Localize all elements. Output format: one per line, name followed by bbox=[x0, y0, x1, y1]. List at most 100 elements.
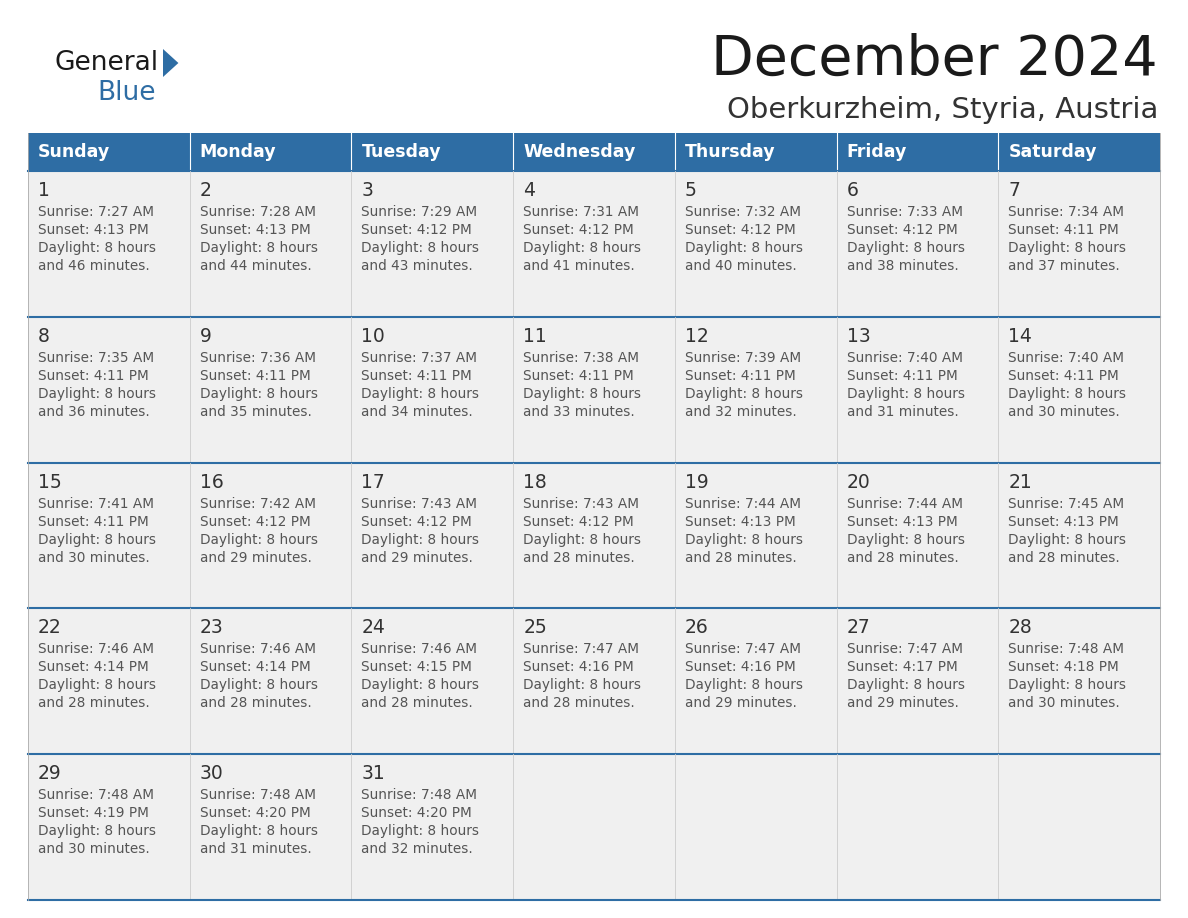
Text: 31: 31 bbox=[361, 764, 385, 783]
Text: Sunrise: 7:46 AM: Sunrise: 7:46 AM bbox=[361, 643, 478, 656]
Text: Daylight: 8 hours: Daylight: 8 hours bbox=[200, 532, 317, 546]
Text: and 30 minutes.: and 30 minutes. bbox=[38, 842, 150, 856]
Bar bbox=[29, 463, 1159, 609]
Text: Daylight: 8 hours: Daylight: 8 hours bbox=[847, 678, 965, 692]
Bar bbox=[29, 609, 1159, 755]
Text: Sunset: 4:11 PM: Sunset: 4:11 PM bbox=[38, 369, 148, 383]
Text: Sunrise: 7:46 AM: Sunrise: 7:46 AM bbox=[200, 643, 316, 656]
Text: and 28 minutes.: and 28 minutes. bbox=[523, 697, 634, 711]
Text: and 29 minutes.: and 29 minutes. bbox=[684, 697, 797, 711]
Text: 11: 11 bbox=[523, 327, 546, 346]
Text: Daylight: 8 hours: Daylight: 8 hours bbox=[361, 532, 480, 546]
Text: and 41 minutes.: and 41 minutes. bbox=[523, 259, 634, 273]
Text: Sunset: 4:11 PM: Sunset: 4:11 PM bbox=[1009, 369, 1119, 383]
Text: Sunset: 4:20 PM: Sunset: 4:20 PM bbox=[361, 806, 472, 820]
Text: and 29 minutes.: and 29 minutes. bbox=[361, 551, 473, 565]
Text: Sunrise: 7:47 AM: Sunrise: 7:47 AM bbox=[847, 643, 962, 656]
Text: and 28 minutes.: and 28 minutes. bbox=[523, 551, 634, 565]
Text: and 46 minutes.: and 46 minutes. bbox=[38, 259, 150, 273]
Text: 1: 1 bbox=[38, 181, 50, 200]
Text: Sunrise: 7:45 AM: Sunrise: 7:45 AM bbox=[1009, 497, 1124, 510]
Text: Sunset: 4:12 PM: Sunset: 4:12 PM bbox=[361, 223, 472, 237]
Bar bbox=[190, 133, 352, 171]
Text: Daylight: 8 hours: Daylight: 8 hours bbox=[684, 532, 803, 546]
Text: Sunrise: 7:42 AM: Sunrise: 7:42 AM bbox=[200, 497, 316, 510]
Text: Daylight: 8 hours: Daylight: 8 hours bbox=[200, 824, 317, 838]
Text: Sunset: 4:11 PM: Sunset: 4:11 PM bbox=[684, 369, 796, 383]
Bar bbox=[29, 133, 190, 171]
Text: and 30 minutes.: and 30 minutes. bbox=[38, 551, 150, 565]
Bar bbox=[513, 133, 675, 171]
Text: Daylight: 8 hours: Daylight: 8 hours bbox=[38, 386, 156, 401]
Text: Daylight: 8 hours: Daylight: 8 hours bbox=[200, 386, 317, 401]
Text: 8: 8 bbox=[38, 327, 50, 346]
Text: 15: 15 bbox=[38, 473, 62, 492]
Text: Daylight: 8 hours: Daylight: 8 hours bbox=[38, 824, 156, 838]
Text: Sunrise: 7:33 AM: Sunrise: 7:33 AM bbox=[847, 205, 962, 219]
Text: and 43 minutes.: and 43 minutes. bbox=[361, 259, 473, 273]
Text: Wednesday: Wednesday bbox=[523, 143, 636, 161]
Text: and 34 minutes.: and 34 minutes. bbox=[361, 405, 473, 419]
Text: and 38 minutes.: and 38 minutes. bbox=[847, 259, 959, 273]
Text: Sunset: 4:14 PM: Sunset: 4:14 PM bbox=[200, 660, 310, 675]
Text: Daylight: 8 hours: Daylight: 8 hours bbox=[684, 241, 803, 255]
Text: Daylight: 8 hours: Daylight: 8 hours bbox=[847, 241, 965, 255]
Text: Sunset: 4:16 PM: Sunset: 4:16 PM bbox=[684, 660, 796, 675]
Text: Sunrise: 7:47 AM: Sunrise: 7:47 AM bbox=[523, 643, 639, 656]
Text: 27: 27 bbox=[847, 619, 871, 637]
Text: Daylight: 8 hours: Daylight: 8 hours bbox=[523, 678, 642, 692]
Text: Sunrise: 7:32 AM: Sunrise: 7:32 AM bbox=[684, 205, 801, 219]
Text: and 30 minutes.: and 30 minutes. bbox=[1009, 405, 1120, 419]
Text: Daylight: 8 hours: Daylight: 8 hours bbox=[361, 678, 480, 692]
Bar bbox=[675, 133, 836, 171]
Text: Sunset: 4:12 PM: Sunset: 4:12 PM bbox=[523, 515, 634, 529]
Text: Sunrise: 7:47 AM: Sunrise: 7:47 AM bbox=[684, 643, 801, 656]
Text: and 28 minutes.: and 28 minutes. bbox=[200, 697, 311, 711]
Text: Monday: Monday bbox=[200, 143, 277, 161]
Text: Daylight: 8 hours: Daylight: 8 hours bbox=[361, 241, 480, 255]
Text: 10: 10 bbox=[361, 327, 385, 346]
Text: December 2024: December 2024 bbox=[712, 33, 1158, 87]
Text: Sunrise: 7:44 AM: Sunrise: 7:44 AM bbox=[684, 497, 801, 510]
Text: Sunrise: 7:29 AM: Sunrise: 7:29 AM bbox=[361, 205, 478, 219]
Text: Sunset: 4:19 PM: Sunset: 4:19 PM bbox=[38, 806, 148, 820]
Text: Sunrise: 7:48 AM: Sunrise: 7:48 AM bbox=[200, 789, 316, 802]
Text: 5: 5 bbox=[684, 181, 696, 200]
Text: Daylight: 8 hours: Daylight: 8 hours bbox=[684, 678, 803, 692]
Text: Thursday: Thursday bbox=[684, 143, 776, 161]
Text: Sunset: 4:17 PM: Sunset: 4:17 PM bbox=[847, 660, 958, 675]
Text: and 29 minutes.: and 29 minutes. bbox=[200, 551, 311, 565]
Text: 6: 6 bbox=[847, 181, 859, 200]
Text: Sunrise: 7:43 AM: Sunrise: 7:43 AM bbox=[523, 497, 639, 510]
Text: Daylight: 8 hours: Daylight: 8 hours bbox=[523, 386, 642, 401]
Text: 22: 22 bbox=[38, 619, 62, 637]
Text: Daylight: 8 hours: Daylight: 8 hours bbox=[38, 532, 156, 546]
Text: Daylight: 8 hours: Daylight: 8 hours bbox=[523, 241, 642, 255]
Text: Sunset: 4:11 PM: Sunset: 4:11 PM bbox=[361, 369, 472, 383]
Text: Sunrise: 7:36 AM: Sunrise: 7:36 AM bbox=[200, 351, 316, 364]
Text: Sunset: 4:12 PM: Sunset: 4:12 PM bbox=[523, 223, 634, 237]
Text: 17: 17 bbox=[361, 473, 385, 492]
Text: and 28 minutes.: and 28 minutes. bbox=[684, 551, 797, 565]
Text: and 32 minutes.: and 32 minutes. bbox=[684, 405, 797, 419]
Bar bbox=[998, 133, 1159, 171]
Text: Sunrise: 7:41 AM: Sunrise: 7:41 AM bbox=[38, 497, 154, 510]
Text: Daylight: 8 hours: Daylight: 8 hours bbox=[361, 824, 480, 838]
Text: Sunrise: 7:31 AM: Sunrise: 7:31 AM bbox=[523, 205, 639, 219]
Text: Sunrise: 7:27 AM: Sunrise: 7:27 AM bbox=[38, 205, 154, 219]
Text: Saturday: Saturday bbox=[1009, 143, 1097, 161]
Text: Sunset: 4:14 PM: Sunset: 4:14 PM bbox=[38, 660, 148, 675]
Text: Sunrise: 7:44 AM: Sunrise: 7:44 AM bbox=[847, 497, 962, 510]
Text: Daylight: 8 hours: Daylight: 8 hours bbox=[523, 532, 642, 546]
Text: Sunset: 4:11 PM: Sunset: 4:11 PM bbox=[1009, 223, 1119, 237]
Text: and 30 minutes.: and 30 minutes. bbox=[1009, 697, 1120, 711]
Text: Daylight: 8 hours: Daylight: 8 hours bbox=[1009, 241, 1126, 255]
Text: Sunrise: 7:48 AM: Sunrise: 7:48 AM bbox=[361, 789, 478, 802]
Text: Sunrise: 7:40 AM: Sunrise: 7:40 AM bbox=[1009, 351, 1124, 364]
Text: 30: 30 bbox=[200, 764, 223, 783]
Text: and 40 minutes.: and 40 minutes. bbox=[684, 259, 797, 273]
Text: Sunset: 4:11 PM: Sunset: 4:11 PM bbox=[38, 515, 148, 529]
Text: Sunset: 4:13 PM: Sunset: 4:13 PM bbox=[684, 515, 796, 529]
Text: 3: 3 bbox=[361, 181, 373, 200]
Text: Daylight: 8 hours: Daylight: 8 hours bbox=[1009, 386, 1126, 401]
